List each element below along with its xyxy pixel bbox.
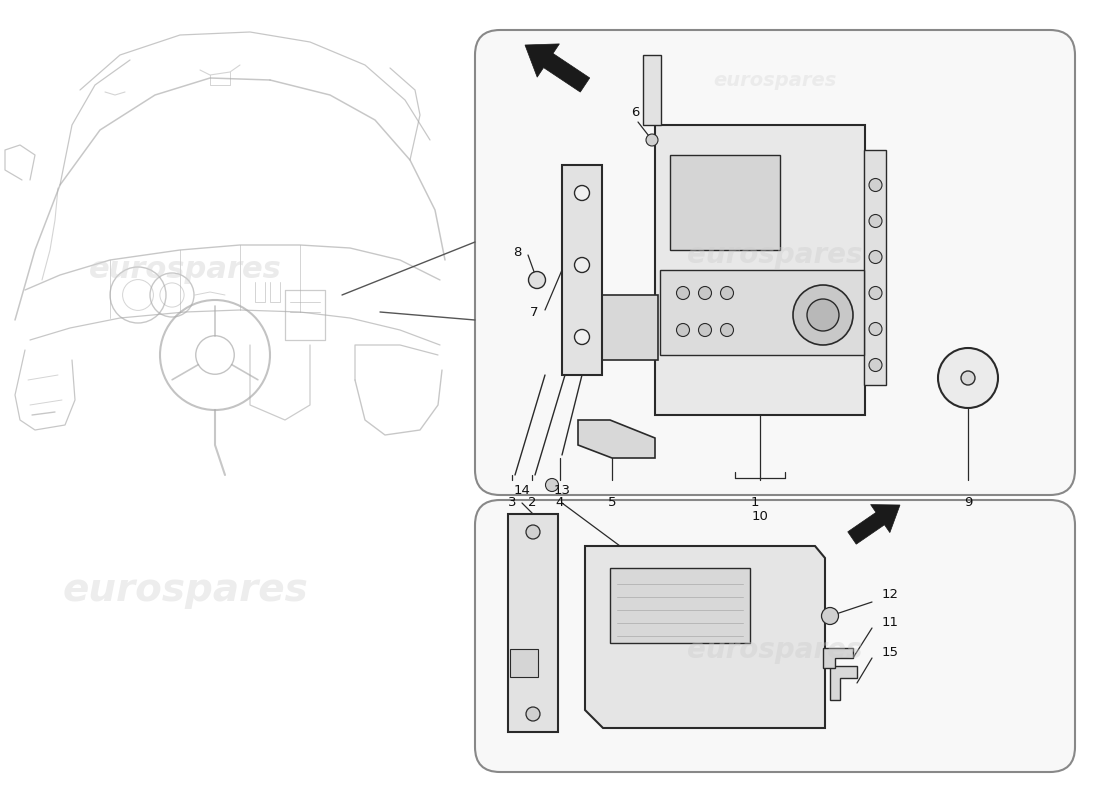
Bar — [670, 155, 780, 250]
Text: 15: 15 — [882, 646, 899, 658]
Circle shape — [869, 214, 882, 227]
Bar — [864, 150, 886, 385]
Bar — [562, 165, 602, 375]
Circle shape — [546, 478, 559, 491]
Circle shape — [528, 271, 546, 289]
Circle shape — [526, 525, 540, 539]
Circle shape — [822, 607, 838, 625]
Text: 12: 12 — [882, 589, 899, 602]
Text: eurospares: eurospares — [89, 255, 282, 285]
Polygon shape — [823, 648, 852, 668]
FancyBboxPatch shape — [475, 30, 1075, 495]
Bar — [644, 55, 661, 125]
Circle shape — [869, 178, 882, 191]
Polygon shape — [830, 666, 857, 700]
Text: eurospares: eurospares — [688, 241, 862, 269]
Text: 14: 14 — [514, 485, 530, 498]
Circle shape — [574, 186, 590, 201]
Text: eurospares: eurospares — [713, 70, 837, 90]
Circle shape — [938, 348, 998, 408]
Circle shape — [676, 323, 690, 337]
Text: 3: 3 — [508, 495, 516, 509]
Text: 8: 8 — [514, 246, 522, 258]
Circle shape — [869, 358, 882, 371]
Circle shape — [793, 285, 853, 345]
Text: 10: 10 — [751, 510, 769, 523]
Polygon shape — [585, 546, 825, 728]
Polygon shape — [578, 420, 654, 458]
Circle shape — [869, 322, 882, 335]
Text: 13: 13 — [553, 485, 571, 498]
Polygon shape — [525, 44, 590, 92]
Text: eurospares: eurospares — [688, 636, 862, 664]
Text: 6: 6 — [630, 106, 639, 118]
Circle shape — [720, 323, 734, 337]
Circle shape — [526, 707, 540, 721]
Circle shape — [720, 286, 734, 299]
Circle shape — [698, 286, 712, 299]
FancyBboxPatch shape — [475, 500, 1075, 772]
Text: 5: 5 — [607, 495, 616, 509]
Text: 11: 11 — [882, 615, 899, 629]
Circle shape — [807, 299, 839, 331]
Text: eurospares: eurospares — [62, 571, 308, 609]
Bar — [610, 568, 750, 643]
Circle shape — [961, 371, 975, 385]
Circle shape — [574, 258, 590, 273]
Polygon shape — [848, 505, 900, 544]
Circle shape — [698, 323, 712, 337]
Circle shape — [869, 286, 882, 299]
Circle shape — [646, 134, 658, 146]
Text: 2: 2 — [528, 495, 537, 509]
Bar — [600, 295, 658, 360]
Circle shape — [676, 286, 690, 299]
Circle shape — [869, 250, 882, 263]
Text: 4: 4 — [556, 495, 564, 509]
Text: 9: 9 — [964, 495, 972, 509]
Bar — [510, 649, 538, 677]
Bar — [660, 270, 864, 355]
Text: 1: 1 — [750, 495, 759, 509]
Bar — [654, 125, 865, 415]
Circle shape — [574, 330, 590, 345]
Bar — [508, 514, 558, 732]
Text: 7: 7 — [529, 306, 538, 318]
